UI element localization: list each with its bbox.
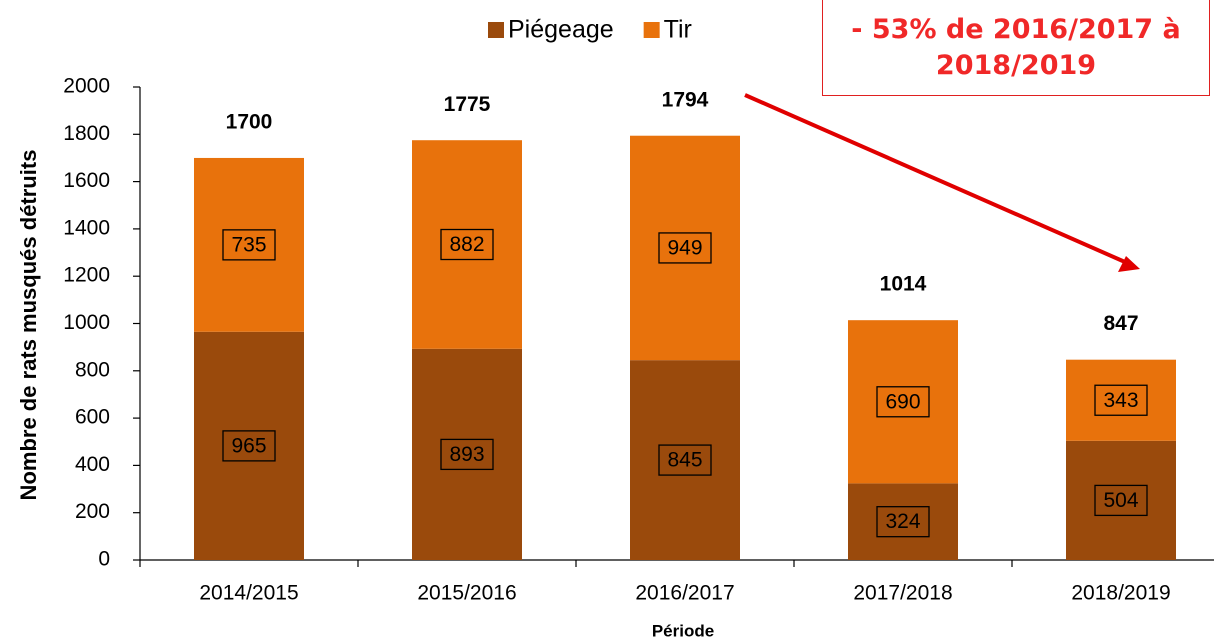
- y-tick-label: 1600: [63, 169, 110, 192]
- x-tick-label: 2018/2019: [1071, 582, 1170, 605]
- bar-segment: [412, 348, 522, 560]
- x-tick-label: 2017/2018: [853, 582, 952, 605]
- bar-segment: [848, 320, 958, 484]
- bar-segment: [412, 140, 522, 349]
- y-tick-label: 1400: [63, 216, 110, 239]
- arrow: [744, 93, 1126, 264]
- bar-segment: [194, 331, 304, 560]
- bar-segment: [848, 483, 958, 560]
- total-label: 1014: [880, 273, 927, 296]
- y-tick-label: 1000: [63, 311, 110, 334]
- legend-label: Tir: [664, 16, 692, 44]
- value-label-box: [440, 228, 494, 261]
- value-label: 949: [667, 236, 702, 259]
- y-tick-label: 1200: [63, 264, 110, 287]
- y-tick-label: 400: [75, 453, 110, 476]
- value-label-box: [658, 232, 712, 264]
- legend-label: Piégeage: [508, 16, 614, 44]
- value-label: 893: [449, 443, 484, 466]
- y-tick-label: 800: [75, 358, 110, 381]
- x-tick-label: 2015/2016: [417, 582, 516, 605]
- x-axis-label: Période: [652, 621, 714, 640]
- total-label: 847: [1103, 312, 1138, 335]
- value-label: 343: [1103, 389, 1138, 412]
- x-tick-label: 2016/2017: [635, 582, 734, 605]
- total-label: 1775: [444, 93, 491, 116]
- y-tick-label: 0: [98, 548, 110, 571]
- value-label-box: [876, 386, 930, 418]
- value-label-box: [222, 229, 276, 261]
- y-tick-label: 200: [75, 500, 110, 523]
- arrow-head: [1118, 256, 1140, 272]
- value-label: 690: [885, 390, 920, 413]
- value-label: 845: [667, 449, 702, 472]
- bar-segment: [1066, 359, 1176, 441]
- value-label: 504: [1103, 489, 1138, 512]
- value-label: 882: [449, 233, 484, 256]
- legend-swatch: [643, 22, 660, 38]
- value-label-box: [222, 430, 276, 462]
- bar-segment: [630, 360, 740, 560]
- value-label-box: [1094, 484, 1148, 517]
- bar-segment: [1066, 440, 1176, 560]
- y-tick-label: 1800: [63, 122, 110, 145]
- value-label-box: [440, 438, 494, 471]
- legend-swatch: [488, 22, 504, 38]
- bar-segment: [194, 157, 304, 332]
- x-tick-label: 2014/2015: [199, 582, 298, 605]
- value-label-box: [658, 444, 712, 476]
- value-label: 324: [885, 510, 920, 533]
- total-label: 1700: [226, 110, 273, 133]
- value-label-box: [1094, 384, 1148, 416]
- annotation: - 53% de 2016/2017 à 2018/2019: [822, 0, 1210, 96]
- value-label: 965: [231, 434, 266, 457]
- total-label: 1794: [662, 88, 709, 111]
- value-label-box: [876, 506, 930, 538]
- y-axis-label: Nombre de rats musqués détruits: [16, 150, 41, 501]
- value-label: 735: [231, 233, 266, 256]
- bar-segment: [630, 135, 740, 361]
- y-tick-label: 600: [75, 406, 110, 429]
- y-tick-label: 2000: [63, 75, 110, 98]
